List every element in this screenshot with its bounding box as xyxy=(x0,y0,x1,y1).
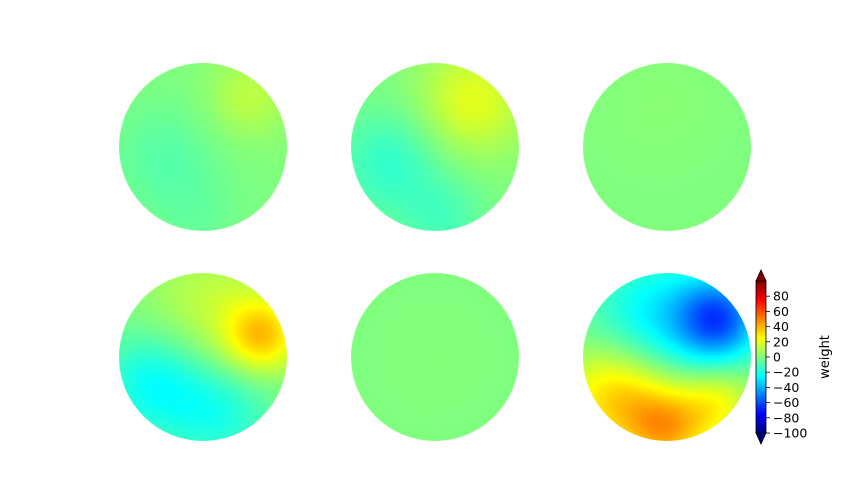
colorbar-gradient xyxy=(755,280,767,434)
colorbar-tick-label: 60 xyxy=(773,304,789,319)
colorbar-tick-label: 20 xyxy=(773,334,789,349)
colorbar-label: weight xyxy=(818,335,833,379)
colorbar-tick-label: −20 xyxy=(773,365,799,380)
colorbar-tick-label: −60 xyxy=(773,395,799,410)
colorbar-tick-label: 0 xyxy=(773,350,781,365)
topomap-panel-4 xyxy=(119,273,287,441)
topomap-panels xyxy=(119,63,751,441)
topomap-panel-3 xyxy=(583,63,751,231)
colorbar-tick-label: −100 xyxy=(773,426,807,441)
colorbar-tick-label: 40 xyxy=(773,319,789,334)
colorbar-tick-label: −80 xyxy=(773,410,799,425)
topomap-panel-2 xyxy=(351,63,519,231)
topomap-panel-5 xyxy=(351,273,519,441)
colorbar-tick-label: 80 xyxy=(773,289,789,304)
topomap-panel-1 xyxy=(119,63,287,231)
colorbar-extend-min-arrow xyxy=(755,432,767,445)
topomap-panel-6 xyxy=(583,273,751,441)
colorbar-tick-label: −40 xyxy=(773,380,799,395)
colorbar-extend-max-arrow xyxy=(755,269,767,282)
